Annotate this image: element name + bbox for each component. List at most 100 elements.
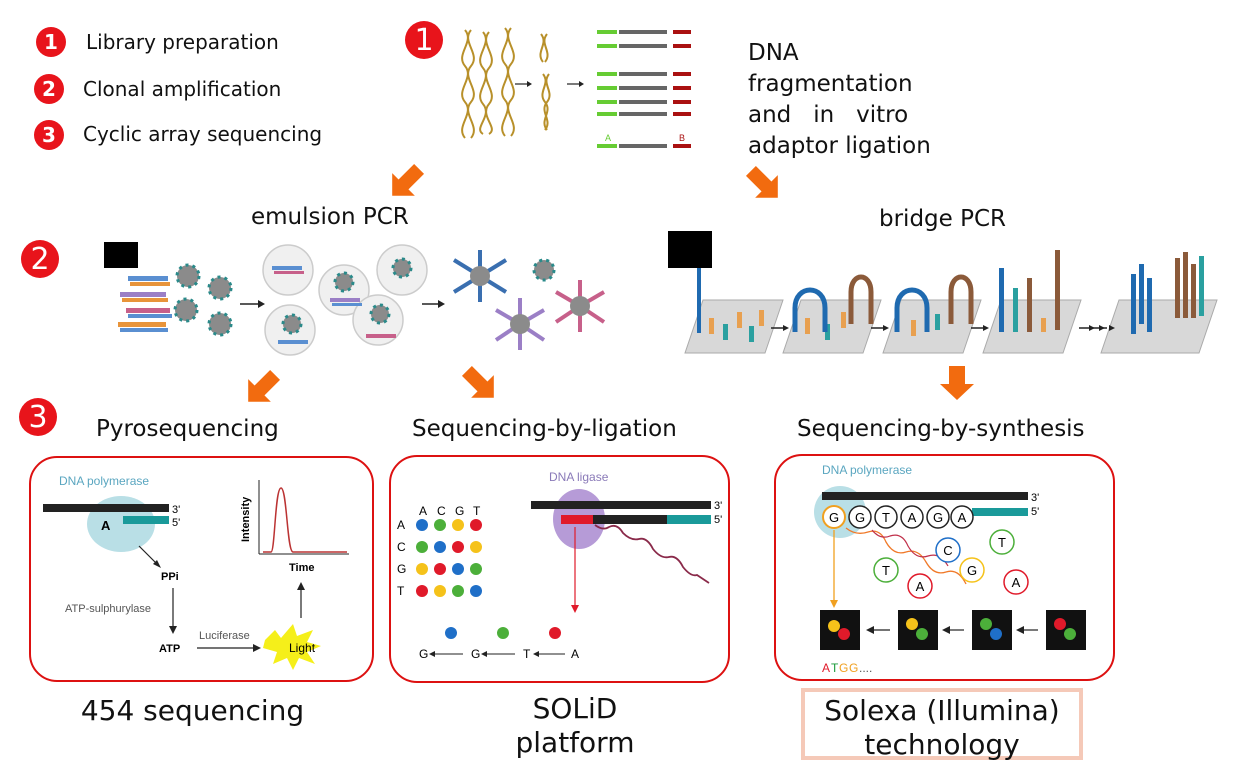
adaptor-fragments-icon — [597, 30, 691, 148]
pyro-base-label: A — [101, 518, 111, 533]
pyrosequencing-title: Pyrosequencing — [96, 416, 279, 442]
legend-label-library-preparation: Library preparation — [86, 30, 279, 54]
orange-arrow-icon — [461, 365, 494, 398]
pyrosequencing-panel: DNA polymerase 3' 5' A PPi ATP-sulphuryl… — [29, 456, 374, 682]
color-code-matrix: A C G T A C G T — [397, 504, 481, 598]
platform-line: platform — [515, 726, 635, 759]
caption-line: adaptor ligation — [748, 133, 931, 159]
arrow-icon — [429, 651, 565, 657]
synthesis-5prime-label: 5' — [1031, 506, 1039, 518]
step-badge-amplification: 2 — [21, 240, 59, 278]
seq-base: T — [523, 647, 531, 661]
strand-base: G — [933, 510, 943, 525]
adaptor-a-label: A — [605, 133, 611, 143]
orange-arrow-icon — [248, 369, 281, 402]
free-base: C — [943, 543, 952, 558]
step-badge-library-prep: 1 — [405, 21, 443, 59]
dna-helix-icon — [461, 27, 515, 139]
light-burst-icon — [263, 624, 321, 670]
read-base: T — [831, 661, 839, 675]
matrix-row-label: A — [397, 518, 405, 532]
pyro-3prime-label: 3' — [172, 504, 180, 516]
read-ellipsis: .... — [859, 661, 872, 675]
strand-base: A — [908, 510, 917, 525]
platform-line: SOLiD — [532, 692, 618, 725]
strand-base: A — [958, 510, 967, 525]
sequencing-by-synthesis-panel: DNA polymerase 3' 5' G G T A G A C T T G… — [774, 454, 1115, 681]
legend-badge-3: 3 — [34, 120, 64, 150]
pyro-xlabel: Time — [289, 562, 314, 574]
fragment-helix-icon — [539, 33, 551, 131]
strand-base: G — [829, 510, 839, 525]
free-base: A — [916, 579, 925, 594]
library-prep-caption: DNA fragmentation and in vitro adaptor l… — [748, 38, 931, 162]
bridge-pcr-illustration — [668, 231, 1218, 354]
legend-label-clonal-amplification: Clonal amplification — [83, 77, 282, 101]
strand-bases: G G T A G A — [822, 505, 974, 529]
read-base: G — [839, 661, 848, 675]
platform-solid-caption: SOLiD platform — [470, 692, 680, 760]
cluster-strands-icon — [697, 250, 1204, 342]
step-badge-sequencing: 3 — [19, 398, 57, 436]
sequencing-by-ligation-panel: DNA ligase 3' 5' A C G T A C G T G G — [389, 455, 730, 683]
read-base: A — [822, 661, 830, 675]
seq-base: G — [419, 647, 428, 661]
legend-label-cyclic-array-sequencing: Cyclic array sequencing — [83, 122, 323, 146]
free-base: G — [967, 563, 977, 578]
ligation-enzyme-label: DNA ligase — [549, 470, 609, 484]
free-base: T — [882, 563, 890, 578]
matrix-col-label: A — [419, 504, 427, 518]
library-fragments-icon — [118, 276, 172, 332]
platform-454-caption: 454 sequencing — [60, 694, 325, 728]
sequencing-by-ligation-title: Sequencing-by-ligation — [412, 416, 677, 442]
cluster-image-icon — [820, 610, 1086, 650]
free-nucleotides: C T T G A A — [873, 529, 1029, 599]
pyro-light-label: Light — [289, 641, 316, 655]
probe-chain-icon — [594, 524, 710, 584]
pyro-ylabel: Intensity — [240, 496, 252, 542]
orange-arrow-icon — [392, 163, 425, 196]
matrix-col-label: T — [473, 504, 481, 518]
pyro-enzyme-label: DNA polymerase — [59, 474, 149, 488]
synthesis-3prime-label: 3' — [1031, 492, 1039, 504]
matrix-col-label: C — [437, 504, 446, 518]
matrix-row-label: G — [397, 562, 406, 576]
caption-line: DNA — [748, 40, 799, 66]
seq-base: G — [471, 647, 480, 661]
strand-base: G — [855, 510, 865, 525]
seq-base: A — [571, 647, 579, 661]
read-sequence: A T G G .... — [822, 661, 872, 675]
library-prep-illustration: A B — [461, 27, 691, 148]
free-base: T — [998, 535, 1006, 550]
legend-badge-1: 1 — [36, 27, 66, 57]
platform-solexa-caption[interactable]: Solexa (Illumina) technology — [801, 688, 1083, 761]
ligation-diagram: DNA ligase 3' 5' A C G T A C G T G G — [397, 470, 722, 661]
amplified-bead-icon — [452, 250, 606, 350]
platform-line: 454 sequencing — [80, 694, 305, 727]
orange-arrow-icon — [940, 366, 974, 400]
color-dot-icon — [416, 519, 561, 639]
strand-base: T — [882, 510, 890, 525]
caption-line: fragmentation — [748, 71, 913, 97]
pyro-ppi-label: PPi — [161, 571, 179, 583]
pyro-sulph-label: ATP-sulphurylase — [65, 603, 151, 615]
bead-icon — [281, 257, 413, 335]
arrow-icon — [771, 325, 1115, 331]
redaction-box — [104, 242, 138, 268]
caption-line: and in vitro — [748, 102, 909, 128]
read-base: G — [849, 661, 858, 675]
redaction-box — [668, 231, 712, 268]
bead-icon — [173, 263, 233, 337]
ligation-5prime-label: 5' — [714, 514, 722, 526]
synthesis-enzyme-label: DNA polymerase — [822, 463, 912, 477]
bridge-pcr-title: bridge PCR — [879, 206, 1007, 232]
platform-line: technology — [864, 728, 1020, 761]
matrix-row-label: C — [397, 540, 406, 554]
decoded-sequence: G G T A — [419, 647, 579, 661]
free-base: A — [1012, 575, 1021, 590]
intensity-peak-icon — [263, 487, 347, 553]
pyro-luciferase-label: Luciferase — [199, 630, 250, 642]
platform-line: Solexa (Illumina) — [824, 694, 1060, 727]
sequencing-by-synthesis-title: Sequencing-by-synthesis — [797, 416, 1085, 442]
